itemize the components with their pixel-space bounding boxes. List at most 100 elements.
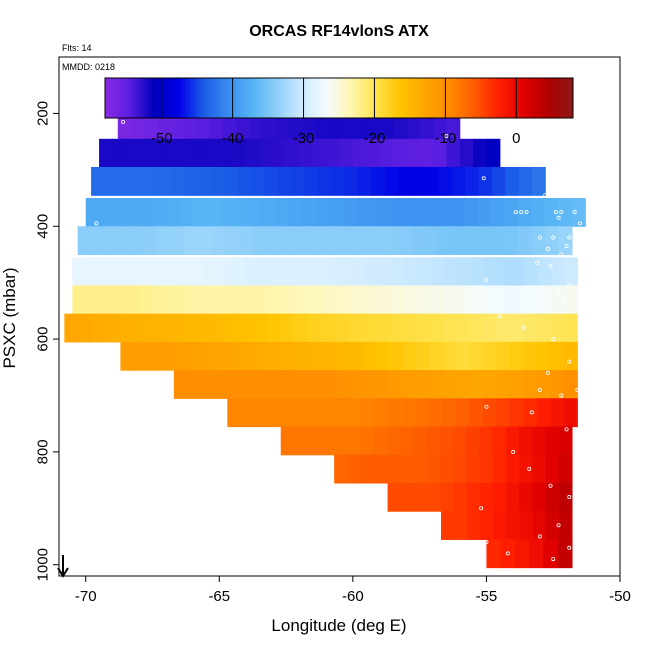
heatmap-cell: [506, 482, 520, 512]
heatmap-cell: [452, 426, 467, 456]
track-point: [561, 297, 566, 302]
heatmap-cell: [237, 167, 252, 196]
heatmap-cell: [264, 226, 279, 256]
heatmap-cell: [315, 113, 329, 143]
heatmap-cell: [402, 341, 417, 371]
heatmap-cell: [465, 167, 480, 196]
heatmap-cell: [165, 257, 180, 287]
heatmap-cell: [231, 257, 246, 287]
colorbar-swatch: [526, 78, 531, 118]
colorbar-swatch: [289, 78, 294, 118]
track-point: [519, 210, 524, 215]
heatmap-cell: [104, 313, 119, 343]
track-point: [548, 263, 553, 268]
track-point: [511, 449, 516, 454]
heatmap-cell: [254, 341, 269, 371]
heatmap-cell: [157, 226, 172, 256]
heatmap-cell: [196, 113, 211, 143]
heatmap-cell: [550, 341, 565, 371]
colorbar-swatch: [495, 78, 500, 118]
heatmap-cell: [333, 426, 348, 456]
heatmap-cell: [371, 167, 386, 196]
colorbar-swatch: [193, 78, 198, 118]
colorbar-swatch: [413, 78, 418, 118]
colorbar-swatch: [420, 78, 425, 118]
heatmap-cell: [262, 113, 277, 143]
heatmap-cell: [557, 539, 573, 569]
heatmap-cell: [281, 398, 296, 428]
colorbar-swatch: [558, 78, 563, 118]
heatmap-cell: [463, 198, 478, 227]
heatmap-cell: [545, 454, 560, 484]
colorbar-swatch: [491, 78, 496, 118]
heatmap-cell: [346, 426, 361, 456]
heatmap-cell: [197, 226, 212, 256]
track-point: [551, 557, 556, 562]
track-point: [484, 277, 489, 282]
heatmap-cell: [91, 313, 106, 343]
colorbar-swatch: [367, 78, 372, 118]
track-point: [567, 545, 572, 550]
heatmap-cell: [466, 482, 481, 512]
colorbar-swatch: [175, 78, 180, 118]
colorbar-swatch: [140, 78, 145, 118]
heatmap-cell: [377, 257, 392, 287]
track-point: [559, 210, 564, 215]
heatmap-cell: [112, 285, 127, 315]
heatmap-cell: [496, 398, 511, 428]
heatmap-cell: [104, 226, 119, 256]
colorbar-swatch: [165, 78, 170, 118]
heatmap-cell: [267, 398, 282, 428]
y-axis-label: PSXC (mbar): [0, 267, 19, 368]
track-point: [497, 314, 502, 319]
heatmap-cell: [375, 370, 390, 399]
colorbar-swatch: [218, 78, 223, 118]
heatmap-cell: [456, 370, 471, 399]
heatmap-cell: [91, 226, 106, 256]
heatmap-cell: [424, 226, 439, 256]
heatmap-cell: [272, 138, 287, 168]
heatmap-cell: [347, 313, 362, 343]
heatmap-cell: [171, 167, 186, 196]
plot-frame: [58, 56, 621, 577]
heatmap-cell: [308, 341, 323, 371]
heatmap-cell: [415, 370, 430, 399]
heatmap-cell: [170, 113, 185, 143]
heatmap-cell: [288, 198, 303, 227]
heatmap-cell: [246, 138, 260, 168]
heatmap-cell: [335, 341, 350, 371]
heatmap-cell: [431, 285, 445, 315]
heatmap-cell: [284, 285, 299, 315]
colorbar-swatch: [466, 78, 471, 118]
heatmap-cell: [301, 198, 316, 227]
colorbar-swatch: [346, 78, 351, 118]
heatmap-cell: [429, 341, 444, 371]
heatmap-cell: [469, 398, 484, 428]
heatmap-cell: [367, 113, 382, 143]
heatmap-cell: [387, 482, 402, 512]
track-point: [484, 540, 489, 545]
heatmap-cell: [442, 370, 457, 399]
heatmap-cell: [160, 341, 175, 371]
heatmap-cell: [112, 138, 127, 168]
colorbar-swatch: [551, 78, 556, 118]
heatmap-cell: [369, 198, 384, 227]
colorbar-swatch: [427, 78, 432, 118]
heatmap-cell: [506, 511, 521, 540]
colorbar-swatch: [385, 78, 390, 118]
colorbar-swatch: [356, 78, 361, 118]
heatmap-cell: [112, 198, 127, 227]
heatmap-cell: [358, 167, 373, 196]
heatmap-cell: [531, 226, 546, 256]
x-axis-label: Longitude (deg E): [271, 616, 406, 635]
heatmap-cell: [388, 313, 403, 343]
heatmap-cell: [444, 257, 459, 287]
heatmap-cell: [558, 226, 573, 256]
heatmap-cell: [338, 285, 352, 315]
heatmap-cell: [360, 454, 375, 484]
colorbar-swatch: [200, 78, 205, 118]
heatmap-cell: [241, 341, 256, 371]
heatmap-cell: [178, 285, 193, 315]
heatmap-cell: [139, 138, 154, 168]
heatmap-cell: [178, 257, 193, 287]
